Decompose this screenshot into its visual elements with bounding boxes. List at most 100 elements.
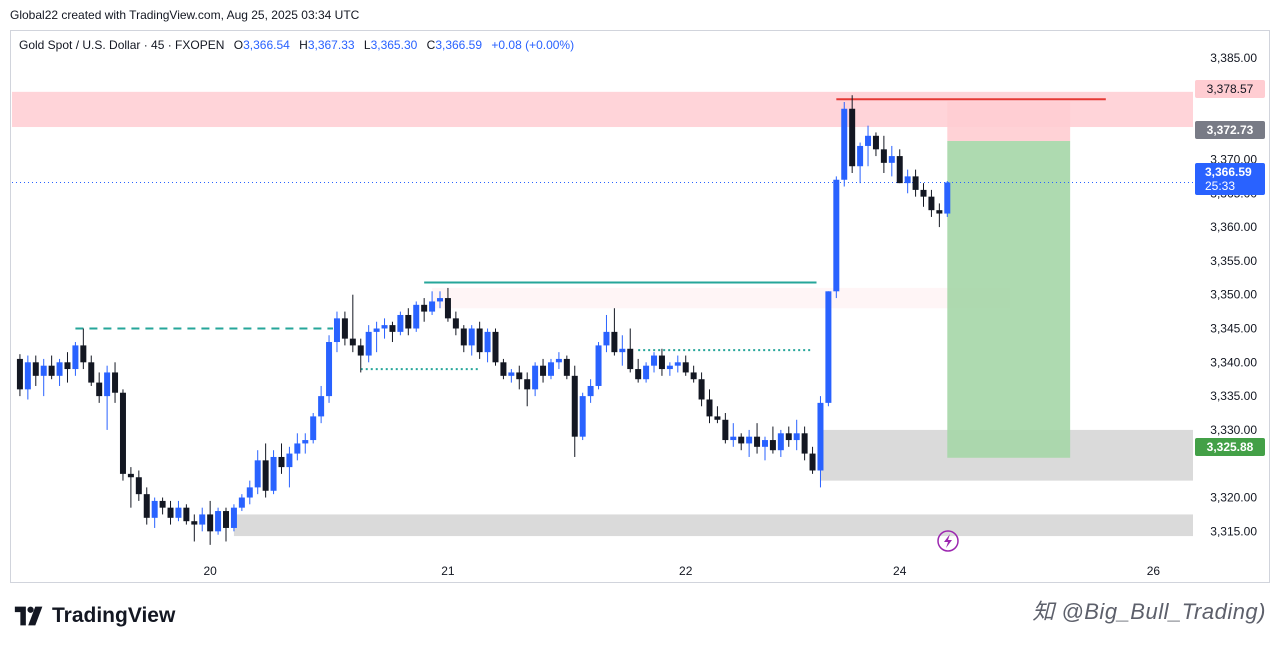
zones-layer <box>12 91 1194 537</box>
candle-body <box>24 362 31 390</box>
candle-body <box>405 314 412 329</box>
candle-body <box>849 108 856 167</box>
candle-body <box>262 460 269 491</box>
time-axis-layer: 20 21 22 24 26 <box>203 564 1160 578</box>
candle-body <box>722 419 729 441</box>
candle-body <box>183 507 190 522</box>
candle-body <box>865 135 872 146</box>
candle-body <box>389 325 396 332</box>
candle-body <box>294 443 301 454</box>
candle-body <box>333 318 340 343</box>
candle-body <box>611 331 618 353</box>
candle-body <box>88 362 95 383</box>
candle-body <box>761 440 768 447</box>
close-label: C <box>426 38 436 52</box>
y-tick-label: 3,340.00 <box>1210 355 1257 369</box>
open-label: O <box>233 38 244 52</box>
candle-body <box>579 396 586 437</box>
candle-body <box>627 348 634 370</box>
y-tick-label: 3,335.00 <box>1210 389 1257 403</box>
bar-countdown: 25:33 <box>1205 179 1236 193</box>
candle-body <box>540 365 547 376</box>
candle-body <box>175 507 182 518</box>
candle-body <box>754 436 761 447</box>
candle-body <box>191 521 198 525</box>
candle-body <box>555 358 562 363</box>
close-value: 3,366.59 <box>435 38 483 52</box>
candle-body <box>119 392 126 474</box>
candle-body <box>928 196 935 211</box>
demand-zone-left <box>233 514 1194 537</box>
candle-body <box>167 507 174 518</box>
lightning-marker[interactable] <box>937 530 959 552</box>
y-tick-label: 3,330.00 <box>1210 423 1257 437</box>
candle-body <box>238 497 245 508</box>
candle-body <box>793 433 800 441</box>
candle-body <box>880 149 887 163</box>
candle-body <box>159 500 166 508</box>
tp-price-tag: 3,325.88 <box>1195 438 1265 456</box>
candle-body <box>112 372 119 393</box>
y-tick-label: 3,350.00 <box>1210 288 1257 302</box>
tradingview-logo[interactable]: TradingView <box>12 604 175 628</box>
brand-name: TradingView <box>52 604 176 627</box>
candle-body <box>643 365 650 380</box>
candle-body <box>310 416 317 441</box>
candle-body <box>373 328 380 332</box>
candle-body <box>207 514 214 532</box>
level-lines-layer <box>12 98 1193 371</box>
candle-body <box>326 342 333 397</box>
candle-body <box>904 176 911 184</box>
candle-body <box>896 156 903 184</box>
candle-body <box>270 456 277 491</box>
sl-price-tag: 3,378.57 <box>1195 80 1265 98</box>
candle-body <box>730 436 737 441</box>
candle-body <box>524 379 531 390</box>
candle-body <box>857 145 864 167</box>
candle-body <box>302 440 309 444</box>
x-tick-label: 21 <box>441 564 455 578</box>
y-tick-label: 3,315.00 <box>1210 524 1257 538</box>
candle-body <box>223 511 230 528</box>
candle-body <box>40 365 47 376</box>
y-tick-label: 3,320.00 <box>1210 491 1257 505</box>
author-watermark: 知 @Big_Bull_Trading) <box>1032 599 1266 624</box>
tp-zone <box>947 141 1071 458</box>
candle-body <box>32 362 39 376</box>
last-price-value: 3,366.59 <box>1205 165 1252 179</box>
candle-body <box>492 331 499 363</box>
candle-body <box>476 328 483 353</box>
candle-body <box>278 456 285 468</box>
symbol-label: Gold Spot / U.S. Dollar · 45 · FXOPEN <box>19 38 225 52</box>
candle-body <box>872 135 879 150</box>
candle-body <box>199 514 206 525</box>
candle-body <box>587 385 594 397</box>
candle-body <box>365 331 372 356</box>
candle-body <box>920 189 927 197</box>
low-label: L <box>363 38 371 52</box>
candle-body <box>452 318 459 329</box>
candle-body <box>143 494 150 518</box>
candle-body <box>72 345 79 370</box>
entry-price-tag: 3,372.73 <box>1195 121 1265 139</box>
candle-body <box>16 358 23 390</box>
candle-body <box>777 433 784 451</box>
candle-body <box>547 362 554 376</box>
candle-body <box>135 477 142 495</box>
y-tick-label: 3,355.00 <box>1210 254 1257 268</box>
candle-body <box>127 473 134 478</box>
candle-body <box>56 362 63 376</box>
candle-body <box>619 348 626 353</box>
candle-body <box>738 436 745 444</box>
candle-body <box>437 298 444 302</box>
candle-body <box>215 511 222 532</box>
candle-body <box>888 156 895 163</box>
candle-body <box>658 355 665 370</box>
candle-body <box>690 372 697 380</box>
y-tick-label: 3,345.00 <box>1210 321 1257 335</box>
open-value: 3,366.54 <box>243 38 290 52</box>
candle-body <box>48 365 55 376</box>
x-tick-label: 26 <box>1147 564 1161 578</box>
candle-body <box>460 328 467 346</box>
